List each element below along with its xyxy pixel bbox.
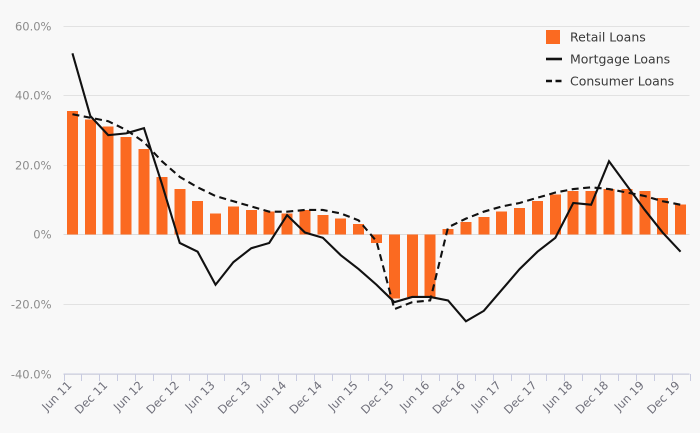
bar bbox=[192, 201, 204, 235]
bar bbox=[245, 209, 257, 235]
retail-loans-bar-series bbox=[66, 110, 687, 299]
legend-label: Consumer Loans bbox=[570, 74, 674, 89]
bar bbox=[549, 194, 561, 235]
bar bbox=[335, 218, 347, 235]
bar bbox=[496, 211, 508, 235]
y-axis-tick-label: -40.0% bbox=[11, 368, 52, 382]
y-axis-tick-label: 0% bbox=[33, 228, 51, 242]
bar bbox=[478, 216, 490, 235]
bar bbox=[424, 234, 436, 297]
legend-swatch-retail-loans bbox=[546, 30, 560, 44]
bar bbox=[102, 126, 114, 235]
x-axis-group bbox=[63, 373, 691, 381]
bar bbox=[460, 222, 472, 235]
bar bbox=[263, 211, 275, 235]
bar bbox=[388, 234, 400, 299]
bar bbox=[210, 213, 222, 235]
bar bbox=[84, 119, 96, 235]
y-axis-tick-label: 20.0% bbox=[15, 159, 52, 173]
y-axis-tick-labels: 60.0% 40.0% 20.0% 0% -20.0% -40.0% bbox=[11, 20, 52, 382]
bar bbox=[603, 189, 615, 235]
bar bbox=[531, 201, 543, 235]
bar bbox=[138, 149, 150, 235]
y-axis-tick-label: 40.0% bbox=[15, 89, 52, 103]
bar bbox=[353, 223, 365, 235]
bar bbox=[174, 189, 186, 235]
bar bbox=[567, 190, 579, 235]
legend-label: Mortgage Loans bbox=[570, 52, 670, 67]
bar bbox=[156, 176, 168, 235]
consumer-loans-line bbox=[72, 113, 681, 311]
bar bbox=[585, 190, 597, 235]
bar bbox=[66, 110, 78, 235]
bar bbox=[120, 136, 132, 235]
bar bbox=[406, 234, 418, 297]
legend-label: Retail Loans bbox=[570, 30, 646, 45]
bar bbox=[281, 213, 293, 235]
bar bbox=[317, 215, 329, 235]
bar bbox=[675, 204, 687, 235]
bar bbox=[657, 197, 669, 235]
chart-legend: Retail Loans Mortgage Loans Consumer Loans bbox=[546, 30, 674, 89]
bar bbox=[639, 190, 651, 235]
bar bbox=[227, 206, 239, 235]
mortgage-loans-line bbox=[71, 53, 682, 323]
bar bbox=[514, 208, 526, 235]
bar bbox=[621, 189, 633, 235]
y-axis-tick-label: -20.0% bbox=[11, 298, 52, 312]
y-axis-tick-label: 60.0% bbox=[15, 20, 52, 34]
bar bbox=[371, 234, 382, 243]
line-series-group bbox=[71, 53, 682, 323]
bar bbox=[299, 209, 311, 235]
